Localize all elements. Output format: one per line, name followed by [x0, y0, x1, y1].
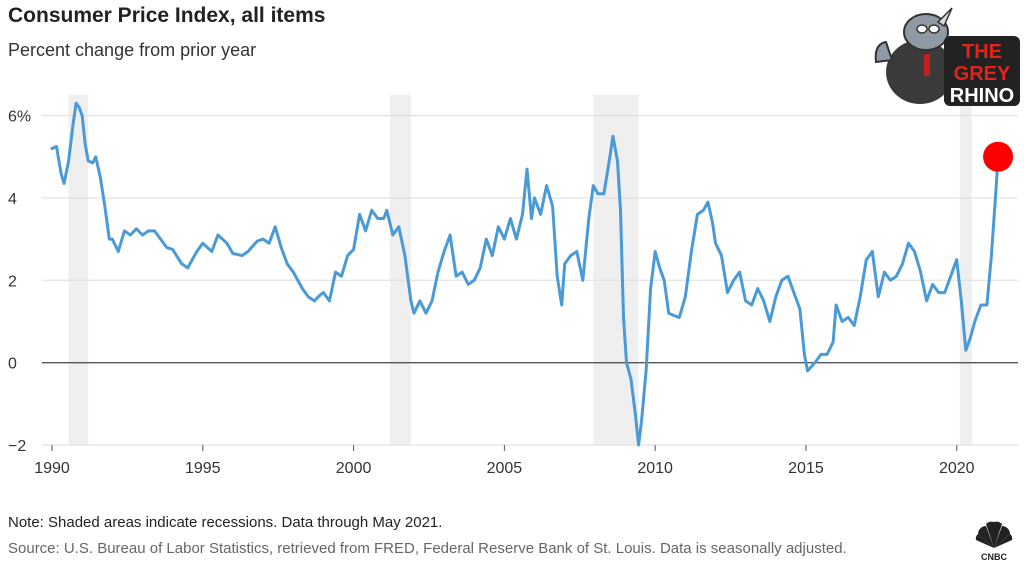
chart-title: Consumer Price Index, all items: [8, 4, 326, 27]
cpi-series: [50, 101, 1014, 447]
x-tick-label: 2020: [939, 460, 975, 477]
recession-band-1: [389, 95, 411, 445]
recession-band-0: [68, 95, 89, 445]
y-axis-ticks: 6% 4 2 0 −2: [8, 109, 31, 455]
chart-source: Source: U.S. Bureau of Labor Statistics,…: [8, 540, 847, 557]
x-tick-label: 1990: [34, 460, 70, 477]
recession-bands: [68, 95, 972, 445]
y-tick-label: 6%: [8, 109, 31, 126]
x-tick-label: 2000: [336, 460, 372, 477]
svg-text:THE: THE: [962, 41, 1002, 63]
series-line-0: [50, 101, 1000, 447]
cnbc-logo: CNBC: [975, 521, 1013, 562]
x-tick-label: 2005: [487, 460, 523, 477]
svg-text:CNBC: CNBC: [981, 552, 1007, 562]
x-tick-label: 1995: [185, 460, 221, 477]
x-axis-ticks: 1990 1995 2000 2005 2010 2015 2020: [34, 445, 975, 477]
grey-rhino-logo: THE GREY RHINO: [874, 7, 1020, 107]
chart-subtitle: Percent change from prior year: [8, 40, 257, 60]
y-tick-label: 2: [8, 273, 17, 290]
gridlines: [42, 115, 1018, 446]
x-tick-label: 2015: [788, 460, 824, 477]
x-tick-label: 2010: [637, 460, 673, 477]
svg-text:GREY: GREY: [954, 63, 1011, 85]
y-tick-label: −2: [8, 438, 26, 455]
recession-band-3: [959, 95, 972, 445]
latest-point-highlight: [983, 141, 1014, 172]
chart-note: Note: Shaded areas indicate recessions. …: [8, 514, 443, 531]
y-tick-label: 0: [8, 356, 17, 373]
svg-text:RHINO: RHINO: [950, 85, 1014, 107]
y-tick-label: 4: [8, 191, 17, 208]
